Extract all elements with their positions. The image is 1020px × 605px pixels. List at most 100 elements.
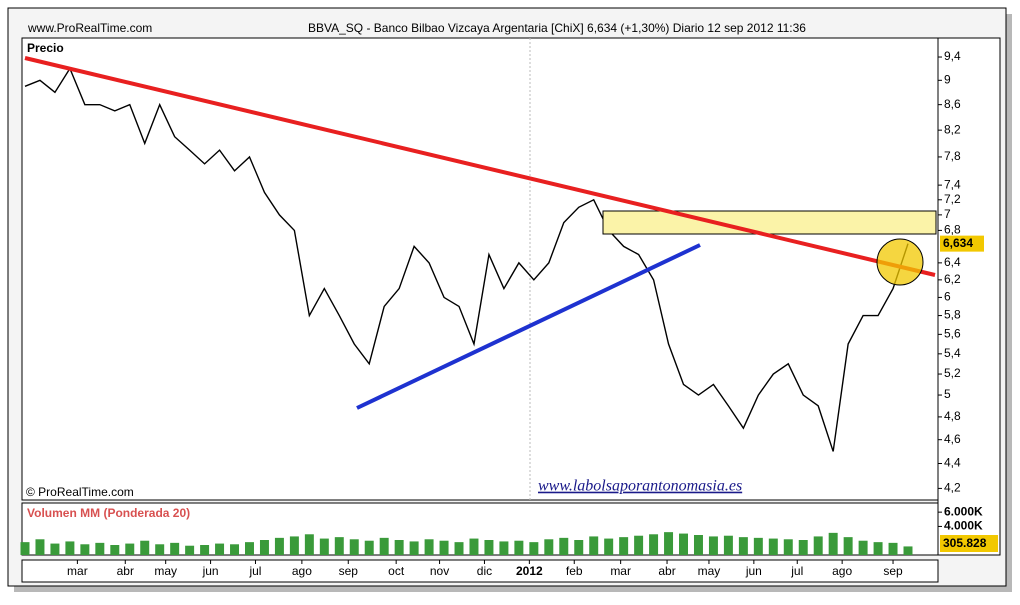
y-tick-label: 5,6 xyxy=(944,327,961,341)
volume-bar xyxy=(873,542,883,555)
volume-bar xyxy=(738,537,748,555)
x-tick-label: abr xyxy=(658,564,675,578)
last-price-box xyxy=(940,235,984,252)
volume-bar xyxy=(245,542,254,555)
x-tick-label: ago xyxy=(292,564,312,578)
volume-bar xyxy=(619,537,629,555)
x-tick-label: sep xyxy=(339,564,359,578)
y-tick-label: 6,2 xyxy=(944,272,961,286)
volume-bar xyxy=(679,533,688,555)
volume-bar xyxy=(379,537,389,555)
volume-bar xyxy=(499,541,509,555)
volume-bar xyxy=(140,540,150,555)
x-tick-label: ago xyxy=(832,564,852,578)
volume-bar xyxy=(200,545,210,555)
volume-bar xyxy=(649,534,659,555)
volume-bar xyxy=(65,541,75,555)
y-axis-panel xyxy=(937,37,1001,556)
y-tick-label: 6,8 xyxy=(944,223,961,237)
volume-bar xyxy=(20,542,30,555)
x-axis-panel xyxy=(21,559,939,583)
volume-bar xyxy=(35,539,45,555)
y-tick-label: 6 xyxy=(944,290,951,304)
volume-bar xyxy=(409,541,419,555)
x-tick-label: nov xyxy=(430,564,449,578)
x-tick-label: 2012 xyxy=(516,564,543,578)
copyright: © ProRealTime.com xyxy=(26,485,134,499)
x-tick-label: mar xyxy=(610,564,631,578)
volume-bar xyxy=(125,543,135,555)
volume-bar xyxy=(439,540,449,555)
x-tick-label: mar xyxy=(67,564,88,578)
volume-bar xyxy=(798,540,808,555)
volume-bar xyxy=(589,536,599,555)
y-tick-label: 7,4 xyxy=(944,177,961,191)
trendline-red xyxy=(24,56,936,277)
volume-bar xyxy=(768,538,778,555)
y-tick-label: 6,4 xyxy=(944,255,961,269)
volume-bar xyxy=(259,540,269,555)
volume-bar xyxy=(170,542,180,555)
volume-bar xyxy=(813,536,823,555)
volume-bar xyxy=(95,542,105,555)
y-tick-label: 8,6 xyxy=(944,97,961,111)
volume-bar xyxy=(828,532,838,555)
volume-bar xyxy=(888,542,898,555)
volume-bar xyxy=(634,535,644,555)
x-tick-label: jun xyxy=(202,564,219,578)
volume-bar xyxy=(858,540,868,555)
volume-bar xyxy=(424,539,434,555)
volume-bar xyxy=(274,537,284,555)
volume-bar xyxy=(783,539,793,555)
volume-bar xyxy=(484,540,494,555)
volume-bar xyxy=(289,536,299,555)
volume-bar xyxy=(544,539,554,555)
price-line xyxy=(24,67,909,452)
x-tick-label: jun xyxy=(745,564,762,578)
y-tick-label: 4,4 xyxy=(944,456,961,470)
volume-bar xyxy=(454,542,464,555)
volume-bar xyxy=(215,543,225,555)
y-tick-label: 4,8 xyxy=(944,409,961,423)
volume-bar xyxy=(843,537,853,555)
x-tick-label: abr xyxy=(117,564,134,578)
y-tick-label: 9 xyxy=(944,72,951,86)
volume-bar xyxy=(708,536,718,555)
x-tick-label: feb xyxy=(566,564,583,578)
volume-bar xyxy=(514,540,524,555)
last-price-label: 6,634 xyxy=(943,236,973,250)
x-tick-label: jul xyxy=(248,564,261,578)
volume-bar xyxy=(574,540,584,555)
chart-title: BBVA_SQ - Banco Bilbao Vizcaya Argentari… xyxy=(308,21,806,35)
volume-bar xyxy=(155,544,165,555)
y-tick-label: 4,2 xyxy=(944,481,961,495)
highlight-circle xyxy=(876,238,924,286)
volume-bar xyxy=(664,532,674,555)
watermark: www.labolsaporantonomasia.es xyxy=(538,478,742,495)
volume-tick-label: 6.000K xyxy=(944,504,983,518)
volume-bar xyxy=(334,537,344,555)
volume-bar xyxy=(394,540,404,555)
x-tick-label: dic xyxy=(477,564,492,578)
y-tick-label: 7,2 xyxy=(944,192,961,206)
volume-bar xyxy=(185,545,195,555)
volume-bar xyxy=(364,540,374,555)
x-tick-label: oct xyxy=(388,564,405,578)
volume-bar xyxy=(80,544,90,555)
volume-bar xyxy=(50,543,60,555)
volume-bar xyxy=(304,534,314,555)
y-tick-label: 5,4 xyxy=(944,346,961,360)
price-panel xyxy=(21,37,939,501)
volume-bar xyxy=(753,537,763,555)
volume-bar xyxy=(723,535,733,555)
y-tick-label: 5,8 xyxy=(944,308,961,322)
volume-bar xyxy=(110,545,120,555)
y-tick-label: 9,4 xyxy=(944,49,961,63)
volume-title: Volumen MM (Ponderada 20) xyxy=(27,506,190,520)
panel-label: Precio xyxy=(27,41,64,55)
volume-bar xyxy=(903,546,913,555)
volume-bar xyxy=(469,538,479,555)
y-tick-label: 7 xyxy=(944,207,951,221)
volume-bar xyxy=(559,537,569,555)
